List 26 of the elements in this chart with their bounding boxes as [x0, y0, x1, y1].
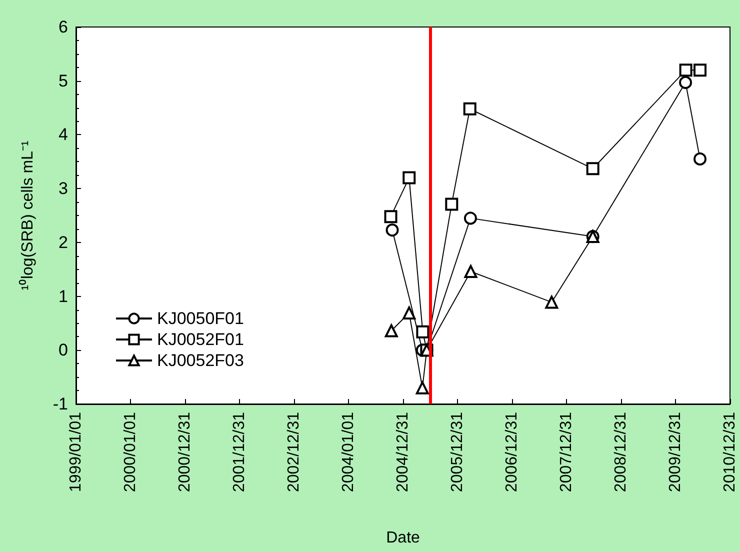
legend-label: KJ0050F01 — [157, 309, 244, 328]
x-tick-label: 2007/12/31 — [558, 412, 575, 492]
x-tick-label: 2001/12/31 — [230, 412, 248, 492]
y-tick-label: 4 — [58, 125, 68, 144]
legend-label: KJ0052F01 — [157, 330, 244, 349]
x-axis-title: Date — [386, 530, 420, 546]
x-tick-label: 2004/12/31 — [394, 412, 412, 492]
x-tick-label: 2000/01/01 — [122, 412, 139, 492]
y-tick-label: 0 — [58, 340, 68, 360]
x-tick-label: 1999/01/01 — [68, 412, 84, 492]
y-tick-label: -1 — [52, 394, 68, 414]
y-tick-label: 1 — [58, 286, 68, 306]
legend-label: KJ0052F03 — [157, 351, 244, 370]
x-tick-label: 2009/12/31 — [667, 412, 684, 492]
x-tick-label: 2008/12/31 — [612, 412, 630, 492]
x-tick-label: 2002/12/31 — [285, 412, 302, 492]
x-tick-label: 2006/12/31 — [503, 412, 520, 492]
x-tick-label: 2004/01/01 — [340, 412, 358, 492]
y-tick-label: 6 — [58, 18, 68, 36]
x-tick-label: 2000/12/31 — [176, 412, 194, 492]
y-tick-label: 2 — [58, 232, 68, 252]
y-tick-label: 5 — [58, 71, 68, 90]
y-tick-label: 3 — [58, 179, 68, 198]
y-axis-title: ¹⁰log(SRB) cells mL⁻¹ — [18, 140, 36, 290]
x-tick-label: 2005/12/31 — [448, 412, 466, 492]
x-tick-label: 2010/12/31 — [722, 412, 738, 492]
